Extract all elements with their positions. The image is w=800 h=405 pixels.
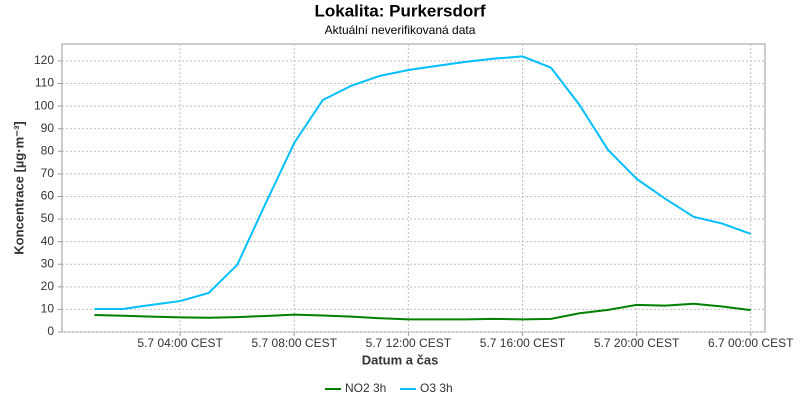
data-line [94,55,752,310]
x-tick-label: 5.7 08:00 CEST [252,336,338,350]
chart-subtitle: Aktuální neverifikovaná data [325,23,476,37]
y-tick-label: 30 [41,256,55,270]
y-tick-label: 20 [41,279,55,293]
legend-label: NO2 3h [345,381,386,395]
y-tick-label: 0 [47,324,54,338]
x-tick-label: 5.7 16:00 CEST [480,336,566,350]
y-tick-label: 80 [41,143,55,157]
y-tick-label: 120 [34,53,54,67]
y-tick-label: 40 [41,234,55,248]
x-tick-label: 5.7 12:00 CEST [366,336,452,350]
x-tick-label: 6.7 00:00 CEST [708,336,794,350]
x-axis-label: Datum a čas [362,352,439,367]
y-tick-label: 60 [41,189,55,203]
legend-label: O3 3h [420,381,453,395]
y-tick-label: 70 [41,166,55,180]
y-tick-label: 50 [41,211,55,225]
y-axis-label: Koncentrace [µg·m⁻³] [11,121,26,255]
x-tick-label: 5.7 20:00 CEST [594,336,680,350]
y-tick-label: 90 [41,121,55,135]
y-tick-label: 100 [34,98,54,112]
plot-frame [61,43,766,333]
chart-title: Lokalita: Purkersdorf [315,1,486,20]
data-line [94,302,751,321]
y-tick-label: 10 [41,302,55,316]
y-tick-label: 110 [35,76,54,90]
x-tick-label: 5.7 04:00 CEST [137,336,223,350]
